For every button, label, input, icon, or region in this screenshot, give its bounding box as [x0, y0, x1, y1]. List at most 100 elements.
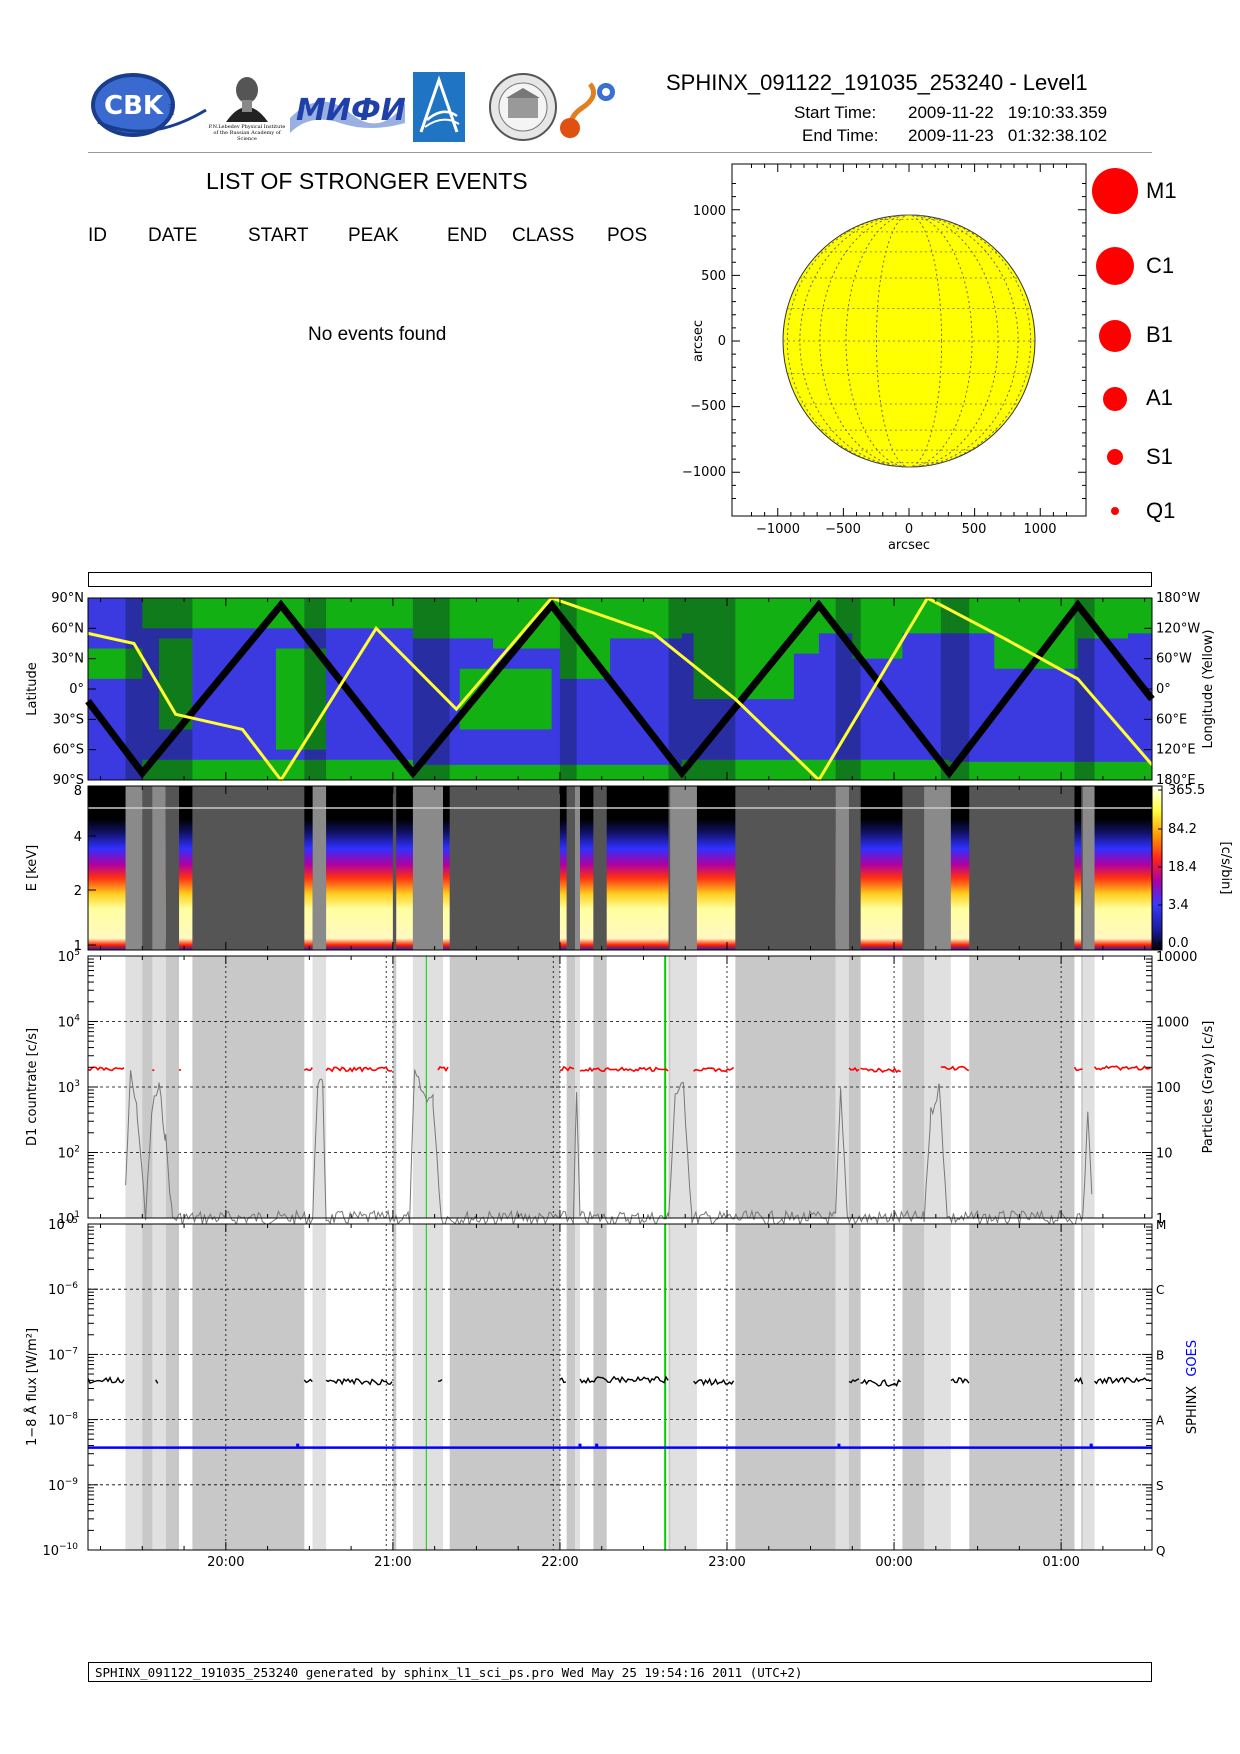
flux-gap-band	[192, 1224, 305, 1550]
spectrogram-gap	[449, 786, 560, 950]
sphinx-line-segment	[1073, 1376, 1084, 1385]
d1-ytick-label: 102	[58, 1145, 80, 1162]
flux-grid	[88, 1224, 1152, 1550]
d1-ytick-right-label: 1000	[1156, 1016, 1189, 1031]
flux-panel-frame	[87, 1223, 1153, 1551]
orbit-land-region	[412, 764, 682, 780]
spectrogram-gray-band	[312, 786, 327, 950]
d1-ytick-label: 101	[58, 1210, 80, 1227]
col-id: ID	[88, 225, 107, 246]
d1-ytick-right-label: 100	[1156, 1081, 1181, 1096]
d1-line-segment	[848, 1066, 860, 1073]
d1-ytick-label: 105	[58, 948, 80, 965]
d1-line-segment	[437, 1066, 449, 1073]
sun-longitude-line	[786, 214, 1032, 468]
latitude-track	[85, 599, 1155, 779]
flux-gap-band	[165, 1224, 180, 1550]
sun-longitude-line	[819, 214, 999, 468]
orbit-land-region	[88, 648, 143, 679]
file-title: SPHINX_091122_191035_253240 - Level1	[666, 70, 1088, 95]
sphinx-line-segment	[437, 1379, 443, 1382]
flux-ytick-label: 10−6	[48, 1281, 78, 1298]
orbit-ytick-right-label: 180°W	[1156, 591, 1200, 606]
goes-series	[88, 1443, 1152, 1449]
col-end: END	[447, 225, 488, 246]
orbit-ytick-label: 30°N	[51, 652, 84, 667]
mifi-logo-text: MИФИ	[296, 93, 405, 128]
orbit-land-region	[142, 759, 413, 780]
d1-line-segment	[1093, 1065, 1151, 1071]
spectrogram-gray-band	[1082, 786, 1095, 950]
flux-xtick-label: 21:00	[374, 1555, 411, 1570]
d1-ticks: 105 10000 104 1000 103 100 102 10 101 1	[58, 948, 1198, 1227]
institute-logo	[413, 72, 465, 142]
colorbar-tick-label: 3.4	[1168, 898, 1189, 913]
spectrogram-gap	[735, 786, 836, 950]
sun-grid	[783, 214, 1035, 468]
flux-ytick-label: 10−9	[48, 1477, 78, 1494]
spectrogram-gray-band	[835, 786, 849, 950]
flux-xtick-label: 20:00	[207, 1555, 244, 1570]
spectrogram-gap	[847, 786, 861, 950]
flux-ylabel-sphinx: SPHINX	[1185, 1386, 1200, 1434]
legend-dot-a1	[1103, 387, 1127, 411]
col-pos: POS	[607, 225, 648, 246]
d1-ylabel: D1 countrate [c/s]	[25, 1028, 40, 1146]
orbit-night-band	[304, 598, 327, 780]
legend-label-m1: M1	[1146, 178, 1177, 203]
sphinx-line-segment	[950, 1376, 970, 1384]
d1-ytick-right-label: 1	[1156, 1212, 1164, 1227]
sun-map-xtick-1: −500	[825, 522, 861, 537]
status-bar	[88, 572, 1152, 587]
d1-line-segment	[860, 1067, 902, 1074]
colorbar-tick-label: 0.0	[1168, 936, 1189, 951]
orbit-ytick-label: 60°N	[51, 621, 84, 636]
d1-ylabel-right: Particles (Gray) [c/s]	[1201, 1021, 1216, 1154]
flux-class-label: S	[1156, 1479, 1164, 1493]
spectrogram-ytick-label: 1	[74, 939, 82, 954]
d1-gap-band	[566, 956, 577, 1218]
flux-ylabel: 1−8 Å flux [W/m²]	[24, 1328, 40, 1446]
d1-light-band	[1082, 956, 1095, 1218]
sphinx-line-segment	[325, 1378, 393, 1386]
flux-gap-band	[449, 1224, 560, 1550]
d1-ytick-label: 103	[58, 1079, 80, 1096]
legend-label-a1: A1	[1146, 385, 1173, 410]
orbit-ytick-right-label: 120°E	[1156, 743, 1196, 758]
legend-label-q1: Q1	[1146, 498, 1176, 523]
flux-class-label: Q	[1156, 1544, 1165, 1558]
flux-ytick-label: 10−10	[42, 1542, 78, 1559]
flux-xtick-label: 01:00	[1042, 1555, 1079, 1570]
d1-gap-band	[192, 956, 305, 1218]
flux-shading	[125, 1224, 1095, 1550]
spectrogram-gray-band	[924, 786, 951, 950]
d1-grid	[88, 956, 1152, 1218]
solar-logo	[560, 82, 615, 138]
sphinx-line-segment	[693, 1377, 735, 1387]
cbk-logo-sub: PAN	[166, 103, 175, 116]
orbit-ytick-label: 0°	[69, 682, 84, 697]
flux-class-label: A	[1156, 1414, 1165, 1428]
footer: SPHINX_091122_191035_253240 generated by…	[88, 1662, 1152, 1682]
colorbar	[1151, 785, 1163, 951]
lebedev-logo	[226, 77, 268, 122]
flux-class-label: C	[1156, 1283, 1164, 1297]
flux-markers	[425, 1224, 667, 1550]
spectrogram-ytick-label: 2	[74, 884, 82, 899]
mifi-logo: MИФИ	[290, 93, 405, 133]
events-title: LIST OF STRONGER EVENTS	[206, 168, 528, 194]
sun-map-xtick-2: 0	[905, 522, 913, 537]
col-class: CLASS	[512, 225, 575, 246]
legend-dot-c1	[1096, 247, 1134, 285]
col-peak: PEAK	[348, 225, 399, 246]
flux-light-band	[152, 1224, 166, 1550]
legend-label-b1: B1	[1146, 322, 1173, 347]
d1-countrate-panel: 105 10000 104 1000 103 100 102 10 101 1 D1 countr…	[25, 948, 1216, 1227]
start-time-value: 2009-11-22 19:10:33.359	[908, 103, 1108, 122]
flux-xtick-label: 22:00	[541, 1555, 578, 1570]
d1-line-segment	[325, 1066, 393, 1073]
flux-ytick-label: 10−8	[48, 1412, 78, 1429]
orbit-ytick-right-label: 180°E	[1156, 773, 1196, 788]
d1-series	[87, 1065, 1151, 1074]
d1-line-segment	[579, 1066, 669, 1073]
